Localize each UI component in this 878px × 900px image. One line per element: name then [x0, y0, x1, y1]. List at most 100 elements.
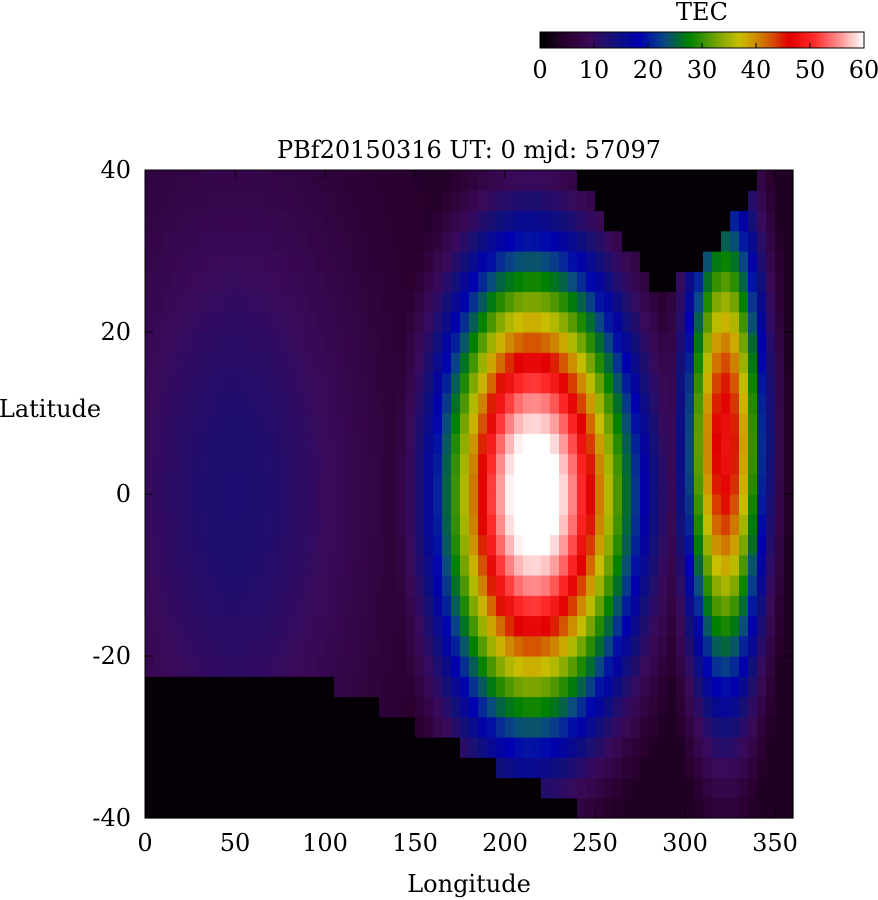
- heatmap-cell: [586, 676, 596, 698]
- heatmap-cell: [289, 332, 299, 353]
- heatmap-cell: [361, 696, 371, 718]
- heatmap-cell: [325, 433, 335, 455]
- heatmap-cell: [190, 575, 200, 596]
- heatmap-cell: [235, 534, 245, 556]
- heatmap-cell: [766, 534, 776, 556]
- x-tick-label: 50: [220, 829, 251, 857]
- heatmap-cell: [271, 190, 281, 212]
- heatmap-cell: [397, 271, 407, 293]
- heatmap-cell: [667, 352, 677, 374]
- heatmap-cell: [334, 332, 344, 353]
- heatmap-cell: [226, 372, 236, 394]
- heatmap-cell: [757, 271, 767, 293]
- heatmap-cell: [631, 737, 641, 758]
- heatmap-cell: [397, 392, 407, 414]
- heatmap-cell: [766, 372, 776, 394]
- heatmap-cell: [496, 372, 506, 394]
- heatmap-cell: [631, 352, 641, 374]
- heatmap-cell: [361, 737, 371, 758]
- heatmap-cell: [361, 392, 371, 414]
- heatmap-cell: [532, 615, 542, 637]
- heatmap-cell: [550, 696, 560, 718]
- heatmap-cell: [739, 656, 749, 677]
- heatmap-cell: [154, 716, 164, 738]
- heatmap-cell: [262, 676, 272, 698]
- heatmap-cell: [496, 696, 506, 718]
- heatmap-cell: [487, 554, 497, 576]
- heatmap-cell: [469, 413, 479, 434]
- heatmap-cell: [667, 554, 677, 576]
- heatmap-cell: [280, 190, 290, 212]
- heatmap-cell: [361, 473, 371, 495]
- heatmap-cell: [343, 554, 353, 576]
- heatmap-cell: [640, 575, 650, 596]
- heatmap-cell: [397, 170, 407, 191]
- heatmap-cell: [343, 473, 353, 495]
- heatmap-cell: [766, 291, 776, 313]
- heatmap-cell: [658, 656, 668, 677]
- heatmap-cell: [586, 413, 596, 434]
- heatmap-cell: [226, 453, 236, 475]
- heatmap-cell: [199, 210, 209, 232]
- heatmap-cell: [613, 656, 623, 677]
- heatmap-cell: [280, 251, 290, 272]
- heatmap-cell: [532, 291, 542, 313]
- heatmap-cell: [316, 757, 326, 779]
- heatmap-cell: [739, 615, 749, 637]
- heatmap-cell: [253, 615, 263, 637]
- heatmap-cell: [604, 554, 614, 576]
- heatmap-cell: [613, 372, 623, 394]
- heatmap-cell: [568, 271, 578, 293]
- heatmap-cell: [253, 230, 263, 252]
- heatmap-cell: [739, 757, 749, 779]
- heatmap-cell: [379, 332, 389, 353]
- heatmap-cell: [622, 311, 632, 333]
- heatmap-cell: [181, 170, 191, 191]
- heatmap-cell: [226, 514, 236, 536]
- heatmap-cell: [712, 656, 722, 677]
- heatmap-cell: [505, 676, 515, 698]
- heatmap-cell: [163, 392, 173, 414]
- heatmap-cell: [442, 575, 452, 596]
- heatmap-cell: [325, 473, 335, 495]
- heatmap-cell: [235, 352, 245, 374]
- heatmap-cell: [208, 210, 218, 232]
- heatmap-cell: [667, 372, 677, 394]
- heatmap-cell: [298, 575, 308, 596]
- heatmap-cell: [190, 392, 200, 414]
- heatmap-cell: [784, 372, 794, 394]
- heatmap-cell: [442, 433, 452, 455]
- heatmap-cell: [784, 291, 794, 313]
- heatmap-cell: [631, 494, 641, 515]
- heatmap-cell: [784, 473, 794, 495]
- heatmap-cell: [703, 797, 713, 819]
- heatmap-cell: [244, 797, 254, 819]
- heatmap-cell: [667, 656, 677, 677]
- heatmap-cell: [550, 251, 560, 272]
- heatmap-cell: [649, 332, 659, 353]
- heatmap-cell: [568, 575, 578, 596]
- heatmap-cell: [775, 494, 785, 515]
- heatmap-cell: [424, 757, 434, 779]
- heatmap-cell: [586, 311, 596, 333]
- heatmap-cell: [217, 757, 227, 779]
- heatmap-cell: [334, 210, 344, 232]
- heatmap-cell: [658, 514, 668, 536]
- heatmap-cell: [298, 413, 308, 434]
- heatmap-cell: [775, 615, 785, 637]
- heatmap-cell: [361, 656, 371, 677]
- heatmap-cell: [262, 595, 272, 617]
- heatmap-cell: [568, 696, 578, 718]
- heatmap-cell: [622, 332, 632, 353]
- heatmap-cell: [253, 777, 263, 799]
- heatmap-cell: [145, 554, 155, 576]
- heatmap-cell: [235, 595, 245, 617]
- heatmap-cell: [784, 615, 794, 637]
- heatmap-cell: [190, 797, 200, 819]
- heatmap-cell: [676, 332, 686, 353]
- heatmap-cell: [163, 595, 173, 617]
- heatmap-cell: [397, 777, 407, 799]
- heatmap-cell: [280, 433, 290, 455]
- heatmap-cell: [424, 534, 434, 556]
- heatmap-cell: [721, 392, 731, 414]
